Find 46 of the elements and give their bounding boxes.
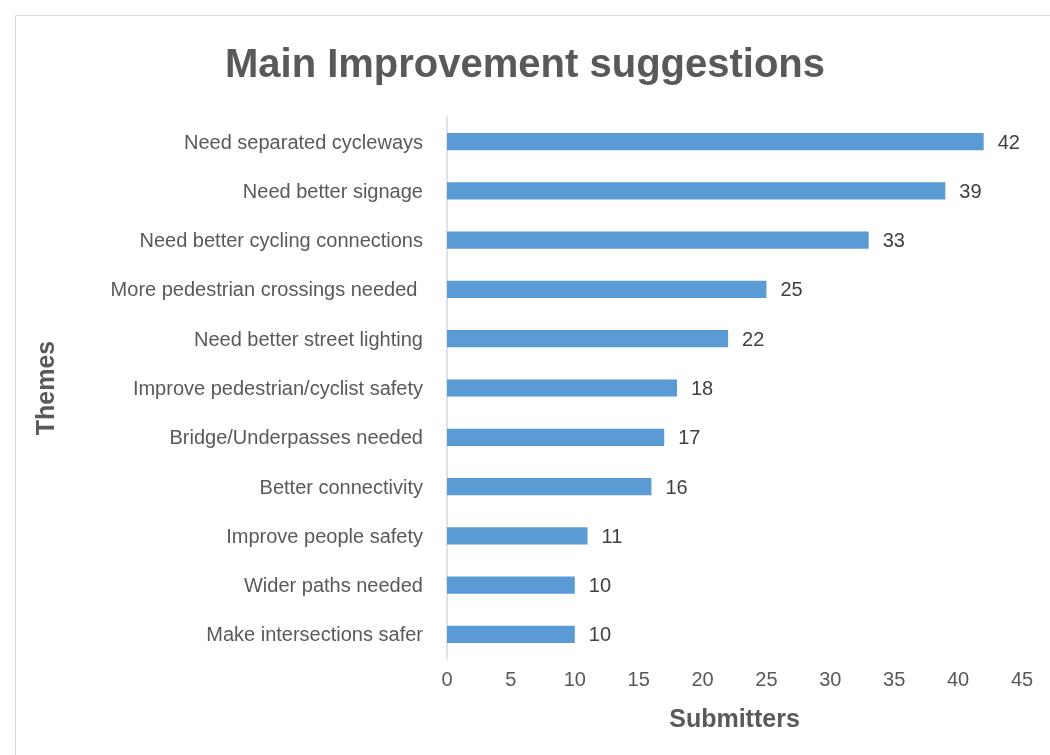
x-axis-title: Submitters — [669, 703, 800, 732]
data-label: 25 — [780, 278, 803, 301]
data-label: 10 — [588, 623, 612, 646]
bar — [447, 182, 946, 200]
x-tick-label: 5 — [505, 668, 517, 690]
chart-title: Main Improvement suggestions — [224, 41, 826, 85]
y-axis-title: Themes — [30, 340, 59, 436]
y-tick-label: Bridge/Underpasses needed — [169, 426, 423, 449]
data-label: 18 — [691, 377, 714, 399]
bar — [447, 330, 729, 348]
bar — [447, 576, 575, 594]
y-tick-label: Improve pedestrian/cyclist safety — [132, 377, 423, 399]
bar — [447, 625, 575, 643]
data-label: 42 — [997, 130, 1020, 153]
y-tick-label: More pedestrian crossings needed — [110, 278, 423, 301]
y-tick-label: Wider paths needed — [243, 574, 423, 597]
y-tick-label: Better connectivity — [259, 475, 423, 498]
y-tick-label: Improve people safety — [226, 524, 423, 547]
x-tick-label: 35 — [883, 668, 906, 690]
x-tick-label: 10 — [563, 668, 586, 690]
bar — [447, 379, 677, 397]
y-tick-label: Need better street lighting — [193, 327, 423, 350]
y-tick-label: Need separated cycleways — [183, 130, 423, 153]
y-tick-label: Make intersections safer — [206, 623, 424, 646]
x-tick-label: 20 — [691, 668, 714, 690]
bar — [447, 428, 665, 446]
y-tick-label: Need better cycling connections — [139, 229, 423, 252]
x-tick-label: 30 — [819, 668, 842, 690]
data-label: 16 — [665, 475, 688, 498]
x-tick-label: 40 — [946, 668, 970, 690]
x-tick-label: 15 — [627, 668, 650, 690]
x-tick-label: 0 — [441, 668, 453, 690]
bar — [447, 280, 767, 299]
bar — [447, 133, 984, 151]
x-tick-label: 25 — [755, 668, 778, 690]
x-tick-label: 45 — [1010, 668, 1034, 690]
bar — [447, 477, 652, 496]
data-label: 17 — [678, 426, 701, 449]
data-label: 33 — [882, 229, 905, 252]
bar — [447, 527, 588, 545]
data-label: 22 — [742, 327, 765, 350]
data-label: 11 — [601, 524, 623, 547]
data-label: 39 — [959, 179, 982, 202]
bar — [447, 231, 869, 249]
y-tick-label: Need better signage — [242, 179, 423, 202]
data-label: 10 — [588, 574, 612, 597]
